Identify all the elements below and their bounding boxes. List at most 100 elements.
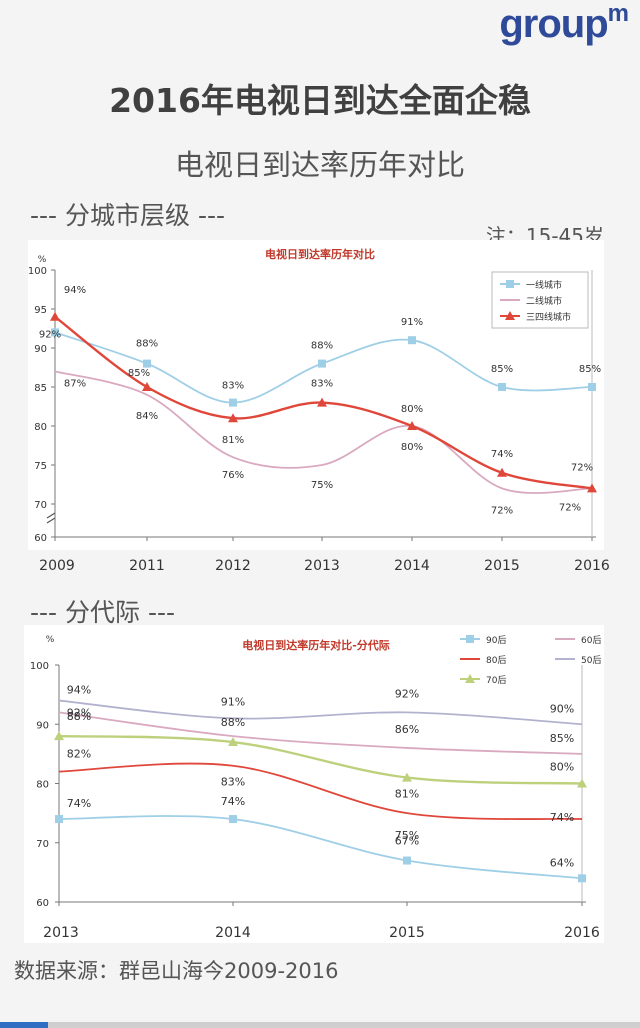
data-label: 94% [67,684,91,697]
data-label: 91% [221,695,245,708]
chart-title: 电视日到达率历年对比 [265,247,375,261]
y-tick-label: 80 [36,780,49,791]
data-point [142,382,152,391]
page-subtitle: 电视日到达率历年对比 [174,148,465,182]
y-tick-label: 80 [34,422,47,433]
data-label: 76% [222,470,244,481]
series-line [54,370,593,494]
chart-background [24,625,604,943]
section-city-tier: --- 分城市层级 --- [30,201,226,230]
legend-marker [505,311,515,320]
data-point [578,874,586,883]
x-tick-label: 2014 [215,925,251,941]
data-point [50,311,60,321]
legend-label: 三四线城市 [526,311,571,323]
data-point [143,359,151,368]
data-point [498,383,506,391]
y-tick-label: 100 [30,661,49,672]
y-axis-label: % [46,635,55,645]
page-title: 2016年电视日到达全面企稳 [109,81,531,120]
data-label: 88% [221,716,245,729]
data-label: 91% [401,317,423,328]
x-tick-label: 2014 [394,558,430,574]
data-label: 67% [395,835,419,848]
data-label: 74% [221,795,245,808]
y-tick-label: 90 [36,720,49,731]
data-point [402,772,412,782]
data-label: 85% [128,368,150,379]
data-label: 92% [39,329,61,340]
x-tick-label: 2015 [484,558,520,574]
y-tick-label: 60 [36,898,49,909]
data-label: 81% [395,788,419,801]
data-label: 90% [550,702,574,715]
data-label: 75% [311,480,333,491]
data-point [228,737,238,747]
data-label: 83% [311,379,333,390]
data-label: 64% [550,856,574,869]
data-label: 88% [67,710,91,723]
series-line [58,762,583,821]
data-label: 74% [550,811,574,824]
data-label: 74% [67,797,91,810]
y-tick-label: 70 [34,500,47,511]
legend-label: 二线城市 [526,295,562,307]
data-label: 86% [395,723,419,736]
legend-label: 50后 [581,655,601,666]
data-point [228,413,238,423]
data-point [577,778,587,788]
data-label: 72% [571,462,593,473]
y-tick-label: 100 [28,266,47,277]
x-tick-label: 2013 [304,558,340,574]
data-point [588,383,596,391]
data-point [403,856,411,865]
y-tick-label: 75 [34,461,47,472]
data-point [54,731,64,741]
x-tick-label: 2013 [43,925,79,941]
data-label: 84% [136,411,158,422]
data-label: 92% [395,687,419,700]
y-axis-label: % [38,255,47,265]
x-tick-label: 2016 [574,558,610,574]
data-label: 85% [491,364,513,375]
x-tick-label: 2009 [39,558,75,574]
data-label: 88% [136,339,158,350]
y-tick-label: 60 [34,533,47,544]
data-point [497,467,507,477]
legend-marker [506,280,514,288]
y-tick-label: 70 [36,839,49,850]
data-label: 81% [222,435,244,446]
data-label: 83% [221,776,245,789]
section-generation: --- 分代际 --- [30,598,176,627]
data-label: 83% [222,381,244,392]
data-label: 87% [64,378,86,389]
x-tick-label: 2012 [215,558,251,574]
data-point [407,421,417,430]
data-source: 数据来源：群邑山海今2009-2016 [14,959,339,983]
chart-generation: % 60 70 80 90 100 2013 2014 2015 2016 电视日到达率历年对比-分… [24,625,604,943]
data-label: 85% [550,732,574,745]
data-label: 75% [395,829,419,842]
chart-city-tier: % 60 70 75 80 85 90 95 100 2009 2011 2012 2013 2014 20… [28,240,610,574]
data-point [317,397,327,407]
data-label: 72% [559,502,581,513]
legend-label: 80后 [486,655,506,666]
data-label: 80% [550,761,574,774]
data-point [229,815,237,824]
y-tick-label: 85 [34,383,47,394]
legend-label: 90后 [486,635,506,646]
data-label: 85% [579,364,601,375]
data-label: 88% [311,341,333,352]
data-label: 80% [401,442,423,453]
legend-label: 60后 [581,635,601,646]
legend-label: 70后 [486,675,506,686]
data-label: 74% [491,449,513,460]
x-tick-label: 2015 [389,925,425,941]
data-point [55,815,63,824]
data-label: 80% [401,404,423,415]
y-tick-label: 95 [34,305,47,316]
chart-title: 电视日到达率历年对比-分代际 [242,638,390,652]
data-point [318,359,326,368]
data-label: 92% [67,706,91,719]
data-label: 94% [64,285,86,296]
